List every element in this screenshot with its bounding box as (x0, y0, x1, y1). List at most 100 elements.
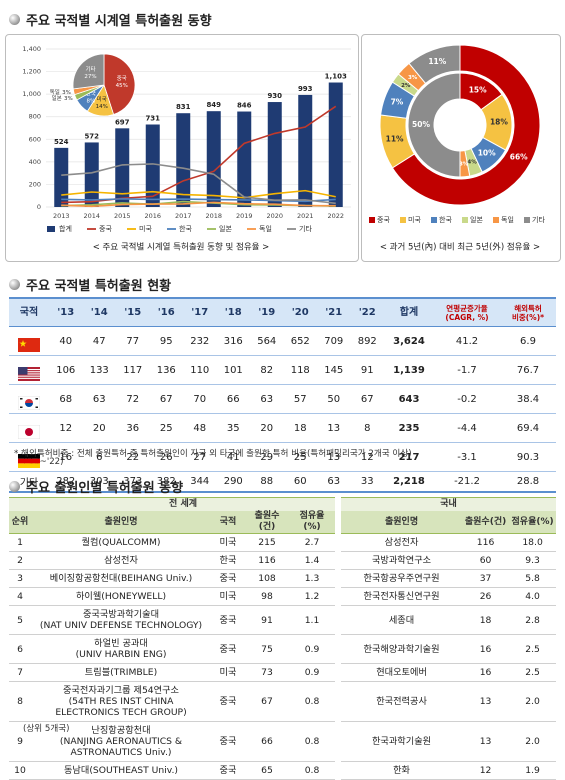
x-tick-label: 2016 (144, 212, 161, 220)
cell: 중국 (211, 681, 245, 722)
row: 9 난징항공항천대 (NANJING AERONAUTICS & ASTRONAU… (9, 721, 557, 762)
cell: 퀄컴(QUALCOMM) (31, 533, 211, 552)
cell: -3.1 (434, 442, 500, 472)
bar (206, 111, 221, 207)
cell: 한국 (211, 551, 245, 570)
cell: 18.0 (509, 533, 557, 552)
donut-label: 2% (401, 83, 411, 89)
cell: 2,218 (384, 471, 434, 493)
cell: 145 (317, 355, 351, 385)
cell: 2.0 (509, 681, 557, 722)
value-label: 846 (237, 102, 252, 110)
cell: 8 (350, 413, 384, 443)
cell: 13 (462, 721, 510, 762)
title-text: 주요 출원인별 특허출원 동향 (26, 481, 184, 496)
gap (335, 569, 342, 588)
cell: 643 (384, 384, 434, 414)
cell: 9.3 (509, 551, 557, 570)
cell: 709 (317, 326, 351, 356)
column-header: 출원인명 (31, 511, 211, 534)
pie-label: 기타 (85, 65, 95, 73)
cell: 66 (245, 721, 289, 762)
y-tick-label: 0 (37, 203, 41, 211)
column-header: 국적 (9, 297, 49, 327)
legend-label: 한국 (439, 216, 452, 224)
column-header: 출원인명 (341, 511, 463, 534)
cell: 한국해양과학기술원 (341, 634, 463, 664)
country-table: 국적 '13'14'15'16'17'18'19'20'21'22 합계 연평균증가율… (9, 297, 556, 493)
cell: 27 (183, 442, 217, 472)
cell: 18 (462, 605, 510, 635)
cell: 2.5 (509, 634, 557, 664)
line-series (61, 198, 336, 203)
cell: 892 (350, 326, 384, 356)
y-tick-label: 400 (29, 158, 41, 166)
pie-label: 중국 (117, 75, 127, 82)
cell: 22 (116, 442, 150, 472)
cell: 373 (116, 471, 150, 493)
flag-cell (9, 442, 49, 472)
cell: 3,624 (384, 326, 434, 356)
row: 2 삼성전자 한국 116 1.4 국방과학연구소 60 9.3 (9, 551, 557, 570)
cell: 중국 (211, 634, 245, 664)
cell: 0.9 (289, 663, 336, 682)
row: 10 동남대(SOUTHEAST Univ.) 중국 65 0.8 한화 12 1.9 (9, 761, 557, 780)
cell: 98 (245, 587, 289, 606)
column-header: 출원수(건) (462, 511, 510, 534)
cell: 382 (149, 471, 183, 493)
applicant-table: 전 세계 국내 순위 출원인명 국적 출원수(건) 점유율(%) 출원인명 출원수(건) 점유율(… (9, 497, 557, 780)
cell: 33 (350, 471, 384, 493)
cell: 91 (245, 605, 289, 635)
footnote: * 해외특허비중 : 전체 출원특허 중 특허출원인이 자국 외 타국에 출원한… (14, 449, 412, 459)
line-series (61, 189, 336, 199)
y-tick-label: 1,000 (22, 90, 41, 98)
column-header: '22 (350, 297, 384, 327)
legend-label: 기타 (532, 215, 545, 224)
cell: 1.1 (289, 605, 336, 635)
cell: 현대오토에버 (341, 663, 463, 682)
cell: 삼성전자 (31, 551, 211, 570)
legend-marker (431, 217, 437, 223)
title-text: 주요 국적별 시계열 특허출원 동향 (26, 14, 212, 29)
donut-slice (408, 44, 461, 85)
cell: 108 (245, 569, 289, 588)
cell: 0.8 (289, 761, 336, 780)
gap (335, 605, 342, 635)
row: 106 133 117 136 110 101 82 118 145 91 1,139 -1.7 76.… (9, 355, 556, 385)
row: 1 퀄컴(QUALCOMM) 미국 215 2.7 삼성전자 116 18.0 (9, 533, 557, 552)
legend-label: 미국 (408, 215, 421, 224)
legend-label: 합계 (59, 224, 72, 233)
value-label: 993 (298, 85, 313, 93)
cell: 12 (49, 413, 83, 443)
cell: 26 (462, 587, 510, 606)
cell: 13 (317, 413, 351, 443)
cell: 16 (49, 442, 83, 472)
cell: 중국 (211, 721, 245, 762)
gap (335, 587, 342, 606)
row: 5 중국국방과학기술대 (NAT UNIV DEFENSE TECHNOLOGY)… (9, 605, 557, 635)
column-header: 국적 (211, 511, 245, 534)
flag-germany (18, 454, 40, 468)
cell: 9 (9, 721, 31, 762)
cell: -21.2 (434, 471, 500, 493)
line-series (61, 163, 336, 205)
cell: 하얼빈 공과대 (UNIV HARBIN ENG) (31, 634, 211, 664)
cell: 652 (283, 326, 317, 356)
cell: 4.0 (509, 587, 557, 606)
cell: 117 (116, 355, 150, 385)
flag-usa (18, 367, 40, 381)
cell: 88 (250, 471, 284, 493)
cell: 난징항공항천대 (NANJING AERONAUTICS & ASTRONAUT… (31, 721, 211, 762)
column-header: 순위 (9, 511, 31, 534)
gap (335, 663, 342, 682)
cell: 116 (245, 551, 289, 570)
cell: 한국항공우주연구원 (341, 569, 463, 588)
donut-chart: 15%18%10%4%3%50%66%11%7%2%3%11%중국 미국 한국 일본 독… (369, 44, 545, 253)
cell: 중국 (211, 569, 245, 588)
value-label: 831 (176, 103, 191, 111)
cell: 77 (116, 326, 150, 356)
cell: 40 (49, 326, 83, 356)
cell: 12 (462, 761, 510, 780)
bullet-icon (9, 481, 20, 492)
